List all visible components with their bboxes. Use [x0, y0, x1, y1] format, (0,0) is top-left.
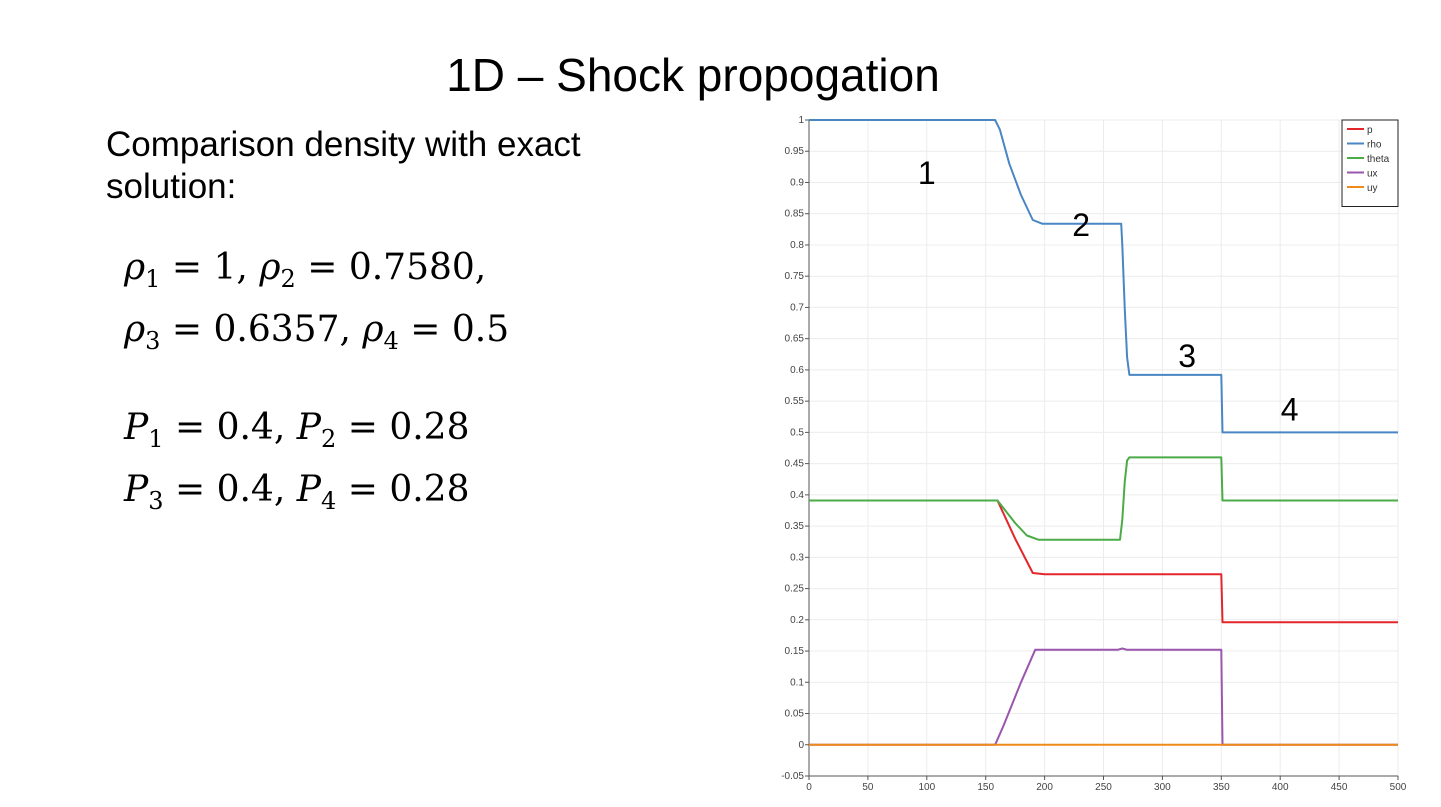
rho-equation-line-2: ρ3 = 0.6357, ρ4 = 0.5 — [124, 309, 510, 355]
y-tick-label: 0.9 — [790, 177, 804, 188]
chart-legend — [1341, 119, 1399, 207]
x-tick-label: 250 — [1095, 782, 1112, 793]
legend-label-ux: ux — [1367, 169, 1378, 180]
y-tick-label: 0.15 — [785, 646, 805, 657]
pressure-subscript: 3 — [148, 487, 164, 515]
region-label: 2 — [1072, 207, 1090, 243]
pressure-value: 0.4 — [216, 407, 274, 448]
x-tick-label: 450 — [1331, 782, 1348, 793]
y-tick-label: 0.65 — [785, 334, 805, 345]
series-line-rho — [809, 119, 1398, 434]
legend-label-theta: theta — [1367, 154, 1390, 165]
pressure-equation-line-1: P1 = 0.4, P2 = 0.28 — [124, 407, 470, 453]
rho-equation-line-1: ρ1 = 1, ρ2 = 0.7580, — [124, 247, 487, 293]
region-label: 3 — [1178, 338, 1196, 374]
rho-symbol: ρ — [124, 247, 146, 288]
y-tick-label: 0.1 — [790, 677, 804, 688]
x-tick-label: 200 — [1036, 782, 1053, 793]
y-tick-label: 0.95 — [785, 146, 805, 157]
y-tick-label: 0.55 — [785, 396, 805, 407]
rho-subscript: 1 — [145, 265, 161, 293]
y-tick-label: 0.85 — [785, 209, 805, 220]
x-tick-label: 50 — [862, 782, 874, 793]
series-line-theta — [809, 456, 1398, 541]
series-line-p — [809, 499, 1398, 624]
rho-value: 0.5 — [451, 309, 510, 350]
region-label: 4 — [1281, 391, 1299, 427]
rho-value: 1 — [213, 247, 237, 288]
y-tick-label: 0 — [798, 740, 804, 751]
rho-subscript: 3 — [145, 327, 161, 355]
y-tick-label: 0.5 — [790, 427, 804, 438]
y-tick-label: 0.8 — [790, 240, 804, 251]
slide-title: 1D – Shock propogation — [446, 49, 940, 101]
slide-subtitle: Comparison density with exact solution: — [106, 125, 581, 206]
y-tick-label: 0.3 — [790, 552, 804, 563]
pressure-symbol: P — [124, 469, 149, 510]
shock-line-chart: -0.0500.050.10.150.20.250.30.350.40.450.… — [781, 115, 1407, 793]
x-tick-label: 400 — [1272, 782, 1289, 793]
pressure-symbol: P — [296, 407, 321, 448]
y-tick-label: 0.6 — [790, 365, 804, 376]
rho-value: 0.6357 — [213, 309, 340, 350]
rho-value: 0.7580 — [348, 247, 475, 288]
y-tick-label: 0.45 — [785, 459, 805, 470]
pressure-symbol: P — [124, 407, 149, 448]
legend-label-rho: rho — [1367, 140, 1382, 151]
y-tick-label: 1 — [798, 115, 804, 126]
y-tick-label: 0.4 — [790, 490, 804, 501]
legend-label-uy: uy — [1367, 183, 1378, 194]
x-tick-label: 300 — [1154, 782, 1171, 793]
rho-symbol: ρ — [259, 247, 281, 288]
x-tick-label: 0 — [806, 782, 812, 793]
x-tick-label: 150 — [977, 782, 994, 793]
pressure-value: 0.28 — [389, 407, 470, 448]
y-tick-label: 0.7 — [790, 302, 804, 313]
rho-subscript: 4 — [383, 327, 399, 355]
y-tick-label: 0.05 — [785, 709, 805, 720]
pressure-symbol: P — [296, 469, 321, 510]
pressure-value: 0.4 — [216, 469, 274, 510]
y-tick-label: 0.2 — [790, 615, 804, 626]
rho-symbol: ρ — [362, 309, 384, 350]
pressure-value: 0.28 — [389, 469, 470, 510]
equation-comma: , — [474, 247, 487, 288]
y-tick-label: 0.25 — [785, 584, 805, 595]
pressure-subscript: 2 — [320, 425, 337, 453]
x-tick-label: 100 — [918, 782, 935, 793]
y-tick-label: 0.75 — [785, 271, 805, 282]
y-tick-label: -0.05 — [781, 771, 804, 782]
rho-subscript: 2 — [280, 265, 296, 293]
pressure-subscript: 4 — [320, 487, 337, 515]
rho-symbol: ρ — [124, 309, 146, 350]
legend-label-p: p — [1367, 125, 1373, 136]
region-label: 1 — [918, 155, 936, 191]
x-tick-label: 350 — [1213, 782, 1230, 793]
pressure-subscript: 1 — [148, 425, 164, 453]
series-line-ux — [809, 647, 1398, 746]
x-tick-label: 500 — [1390, 782, 1407, 793]
pressure-equation-line-2: P3 = 0.4, P4 = 0.28 — [124, 469, 470, 515]
y-tick-label: 0.35 — [785, 521, 805, 532]
